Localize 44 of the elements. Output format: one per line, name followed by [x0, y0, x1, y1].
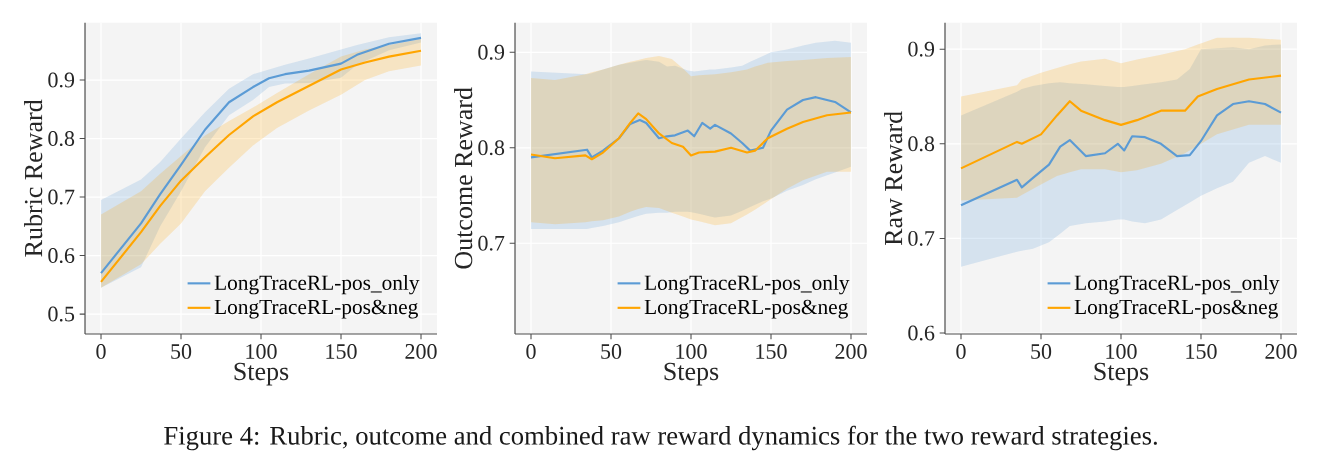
y-axis-title: Outcome Reward — [454, 87, 473, 269]
x-axis-title: Steps — [1094, 362, 1149, 386]
y-axis-title: Rubric Reward — [24, 99, 43, 257]
x-tick-label: 100 — [246, 344, 277, 359]
x-tick-label: 150 — [1186, 344, 1217, 359]
y-tick-label: 0.7 — [478, 235, 505, 251]
x-tick-label: 50 — [601, 344, 622, 359]
x-tick-label: 200 — [835, 344, 867, 359]
x-tick-label: 100 — [1106, 344, 1137, 359]
x-tick-label: 150 — [756, 344, 787, 359]
y-tick-label: 0.6 — [48, 248, 75, 264]
y-tick-label: 0.8 — [478, 140, 505, 156]
legend-label: LongTraceRL-pos&neg — [1074, 299, 1278, 319]
x-axis-title: Steps — [664, 362, 719, 386]
x-tick-label: 0 — [526, 344, 536, 359]
y-tick-label: 0.7 — [908, 230, 935, 246]
y-tick-label: 0.6 — [908, 325, 935, 341]
x-tick-label: 0 — [96, 344, 106, 359]
line-series — [529, 111, 853, 161]
x-tick-label: 200 — [405, 344, 437, 359]
legend-label: LongTraceRL-pos_only — [1074, 274, 1280, 295]
y-tick-label: 0.5 — [48, 306, 75, 322]
y-tick-label: 0.8 — [908, 136, 935, 152]
x-tick-label: 0 — [956, 344, 966, 359]
line-series — [959, 74, 1283, 170]
line-series — [529, 96, 853, 159]
legend-label: LongTraceRL-pos&neg — [214, 299, 418, 319]
y-tick-label: 0.7 — [48, 189, 75, 205]
x-tick-label: 50 — [171, 344, 192, 359]
y-axis-title: Raw Reward — [884, 111, 903, 246]
y-tick-label: 0.8 — [48, 131, 75, 147]
x-tick-label: 50 — [1031, 344, 1052, 359]
y-tick-label: 0.9 — [48, 72, 75, 88]
line-series — [959, 100, 1283, 207]
x-tick-label: 100 — [676, 344, 707, 359]
legend-label: LongTraceRL-pos_only — [644, 274, 850, 295]
x-axis-title: Steps — [234, 362, 289, 386]
legend-label: LongTraceRL-pos&neg — [644, 299, 848, 319]
x-tick-label: 150 — [326, 344, 357, 359]
caption: Figure 4: Rubric, outcome and combined raw reward dynamics for the two reward strategies. — [164, 425, 1157, 451]
y-tick-label: 0.9 — [908, 41, 935, 57]
x-tick-label: 200 — [1265, 344, 1297, 359]
y-tick-label: 0.9 — [478, 44, 505, 60]
legend-label: LongTraceRL-pos_only — [214, 274, 420, 295]
